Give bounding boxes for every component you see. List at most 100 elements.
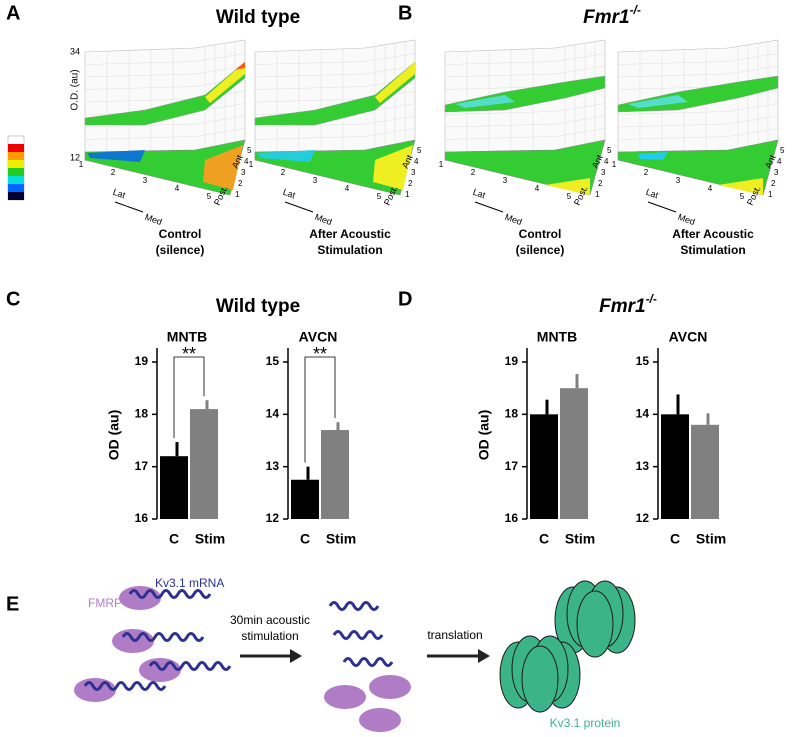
- z-tick-label: 12: [70, 152, 80, 162]
- bar-chart: 12 13 14 15 AVCN C Stim **: [266, 329, 357, 547]
- grid-tick-label: 4: [244, 157, 249, 166]
- protein-subunit: [576, 590, 614, 658]
- floor-region: [203, 145, 243, 190]
- wall-grid: [254, 61, 366, 65]
- grid-tick-label: 5: [607, 146, 612, 155]
- y-tick-label: 14: [266, 407, 280, 421]
- grid-tick-label: 4: [708, 184, 713, 193]
- grid-tick-label: 5: [567, 192, 572, 201]
- y-tick-label: 18: [505, 407, 519, 421]
- grid-tick-label: 4: [345, 184, 350, 193]
- grid-tick-label: 4: [604, 157, 609, 166]
- axis-label: Med: [504, 212, 524, 227]
- axis-arrow: [647, 201, 677, 213]
- y-tick-label: 18: [135, 407, 149, 421]
- grid-tick-label: 2: [111, 168, 116, 177]
- grid-tick-label: 4: [175, 184, 180, 193]
- y-tick-label: 12: [266, 511, 280, 525]
- wall-grid: [364, 53, 416, 62]
- floor-region: [718, 178, 763, 195]
- wall-grid: [554, 65, 606, 75]
- grid-tick-label: 5: [417, 146, 422, 155]
- wall-grid: [554, 128, 606, 137]
- wall-grid: [84, 86, 196, 90]
- wall-grid: [727, 65, 779, 75]
- fmrp: [359, 708, 401, 732]
- step-label: translation: [427, 628, 482, 642]
- mrna-label: Kv3.1 mRNA: [155, 576, 224, 590]
- upper-surface: [84, 61, 246, 126]
- grid-tick-label: 5: [780, 146, 785, 155]
- title-sup: -/-: [630, 3, 641, 17]
- grid-tick-label: 3: [143, 176, 148, 185]
- wall-grid: [254, 86, 366, 90]
- grid-tick-label: 1: [405, 190, 410, 199]
- axis-arrow: [474, 201, 504, 213]
- y-tick-label: 13: [636, 459, 650, 473]
- wall-grid: [444, 61, 556, 65]
- axis-label: Lat: [645, 187, 661, 201]
- wall-grid: [194, 53, 246, 62]
- wall-grid: [617, 123, 729, 128]
- grid-tick-label: 3: [313, 176, 318, 185]
- grid-tick-label: 2: [771, 179, 776, 188]
- plot-caption: (silence): [516, 243, 565, 257]
- panel-label: A: [6, 2, 20, 24]
- panel-label: D: [398, 288, 412, 310]
- floor-region: [257, 150, 315, 162]
- fmrp-label: FMRP: [88, 596, 122, 610]
- wall-grid: [444, 73, 556, 78]
- bar: [321, 430, 349, 519]
- color-scale: [7, 135, 25, 201]
- panel-title: Fmr1-/-: [583, 3, 641, 28]
- bar: [691, 424, 719, 519]
- upper-region: [205, 62, 245, 103]
- grid-tick-label: 4: [535, 184, 540, 193]
- wall-grid: [444, 123, 556, 128]
- axis-label: Lat: [472, 187, 488, 201]
- grid-tick-label: 5: [247, 146, 252, 155]
- x-tick-label: Stim: [565, 531, 595, 547]
- grid-tick-label: 3: [411, 168, 416, 177]
- panel-title: Wild type: [216, 7, 300, 28]
- y-tick-label: 15: [636, 354, 650, 368]
- floor: [444, 139, 606, 196]
- grid-tick-label: 4: [414, 157, 419, 166]
- arrowhead: [478, 649, 490, 663]
- wall-grid: [194, 65, 246, 75]
- y-tick-label: 16: [135, 511, 149, 525]
- mrna: [148, 661, 232, 671]
- wall-grid: [254, 98, 366, 103]
- y-tick-label: 19: [505, 354, 519, 368]
- bar: [560, 388, 588, 519]
- axis-label: Med: [144, 212, 164, 227]
- grid-tick-label: 1: [79, 160, 84, 169]
- wall-grid: [84, 123, 196, 128]
- grid-tick-label: 1: [439, 160, 444, 169]
- wall-grid: [84, 98, 196, 103]
- grid-tick-label: 3: [676, 176, 681, 185]
- free-mrna: [332, 630, 384, 640]
- wall-grid: [84, 136, 196, 140]
- y-tick-label: 17: [135, 459, 149, 473]
- wall-grid: [727, 53, 779, 62]
- y-tick-label: 13: [266, 459, 280, 473]
- panel-title: Wild type: [216, 296, 300, 317]
- upper-region: [375, 62, 415, 103]
- x-tick-label: Stim: [326, 531, 356, 547]
- x-tick-label: C: [670, 531, 680, 547]
- bar-chart: 16 17 18 19 MNTB OD (au) C Stim **: [106, 329, 225, 547]
- wall-grid: [727, 115, 779, 125]
- y-tick-label: 17: [505, 459, 519, 473]
- z-axis-label: O.D. (au): [70, 69, 81, 110]
- y-tick-label: 14: [636, 407, 650, 421]
- z-tick-label: 34: [70, 46, 80, 56]
- wall-grid: [444, 111, 556, 115]
- floor-region: [87, 150, 145, 162]
- axis-label: Lat: [112, 187, 128, 201]
- title-sup: -/-: [646, 292, 657, 306]
- grid-tick-label: 2: [598, 179, 603, 188]
- step-label: 30min acoustic: [230, 613, 310, 627]
